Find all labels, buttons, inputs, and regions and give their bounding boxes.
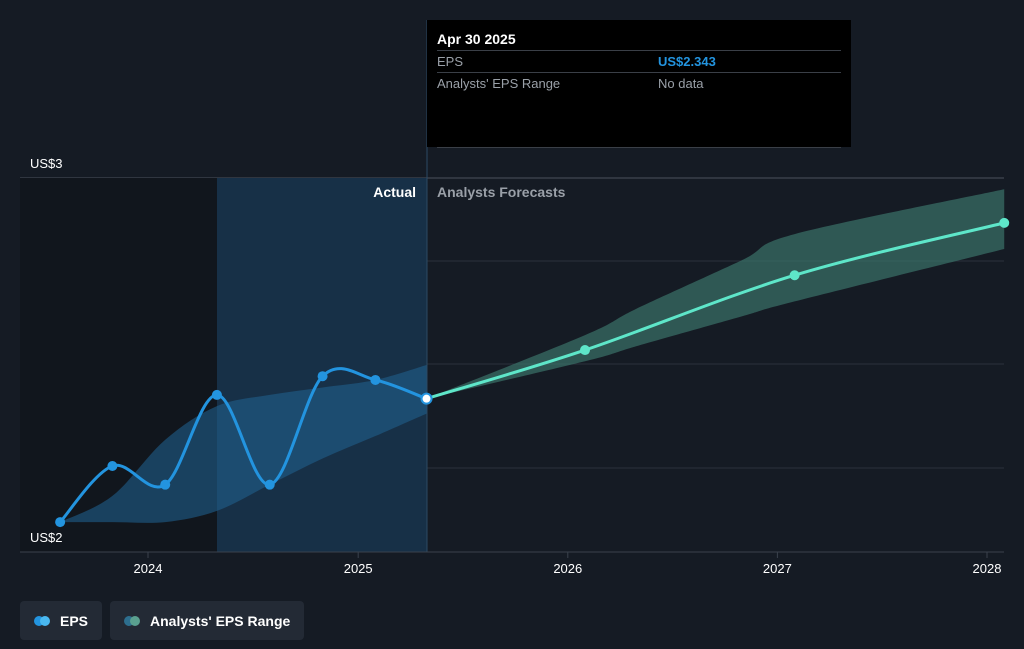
eps-forecast-line <box>426 221 1005 401</box>
x-tick-label: 2025 <box>344 561 373 576</box>
legend-label-eps: EPS <box>60 612 89 629</box>
forecast-point <box>999 217 1010 228</box>
eps-legend-icon <box>34 615 50 626</box>
legend-item-eps[interactable]: EPS <box>20 601 103 640</box>
legend-label-range: Analysts' EPS Range <box>150 612 291 629</box>
forecast-points <box>580 217 1010 356</box>
legend-item-range[interactable]: Analysts' EPS Range <box>110 601 305 640</box>
y-label-bottom: US$2 <box>30 530 63 545</box>
forecast-point <box>580 345 591 356</box>
tooltip-row-eps: EPS US$2.343 <box>437 50 841 72</box>
hover-point <box>420 392 433 405</box>
x-tick-label: 2028 <box>973 561 1002 576</box>
tooltip-eps-label: EPS <box>437 54 464 69</box>
x-tick-label: 2024 <box>134 561 163 576</box>
tooltip: Apr 30 2025 EPS US$2.343 Analysts' EPS R… <box>427 20 851 148</box>
eps-chart: US$3 US$2 Actual Analysts Forecasts 2024… <box>20 20 1010 576</box>
tooltip-range-label: Analysts' EPS Range <box>437 76 561 91</box>
x-tick-label: 2027 <box>763 561 792 576</box>
legend-dot <box>34 615 44 626</box>
legend: EPS Analysts' EPS Range <box>20 601 305 640</box>
forecast-point <box>789 270 800 281</box>
eps-line <box>59 367 428 524</box>
eps-points <box>55 371 381 528</box>
tooltip-eps-value: US$2.343 <box>658 54 716 69</box>
x-tick-label: 2026 <box>553 561 582 576</box>
range-legend-icon <box>124 615 141 626</box>
eps-point <box>370 374 381 385</box>
legend-dot <box>130 615 141 626</box>
eps-point <box>264 479 275 490</box>
tooltip-row-range: Analysts' EPS Range No data <box>437 72 841 94</box>
actual-label: Actual <box>373 184 416 200</box>
x-ticks: 2024 2025 2026 2027 2028 <box>134 552 1002 576</box>
tooltip-range-value: No data <box>658 76 704 91</box>
tooltip-date: Apr 30 2025 <box>437 31 516 47</box>
legend-dot <box>40 615 50 626</box>
eps-point <box>160 479 171 490</box>
tooltip-divider <box>437 147 841 148</box>
y-label-top: US$3 <box>30 156 63 171</box>
eps-point <box>55 517 66 528</box>
forecast-label: Analysts Forecasts <box>437 184 566 200</box>
legend-dot <box>124 615 135 626</box>
forecast-range-band <box>426 189 1005 399</box>
eps-point <box>211 389 222 400</box>
eps-point <box>317 371 328 382</box>
eps-point <box>107 460 118 471</box>
